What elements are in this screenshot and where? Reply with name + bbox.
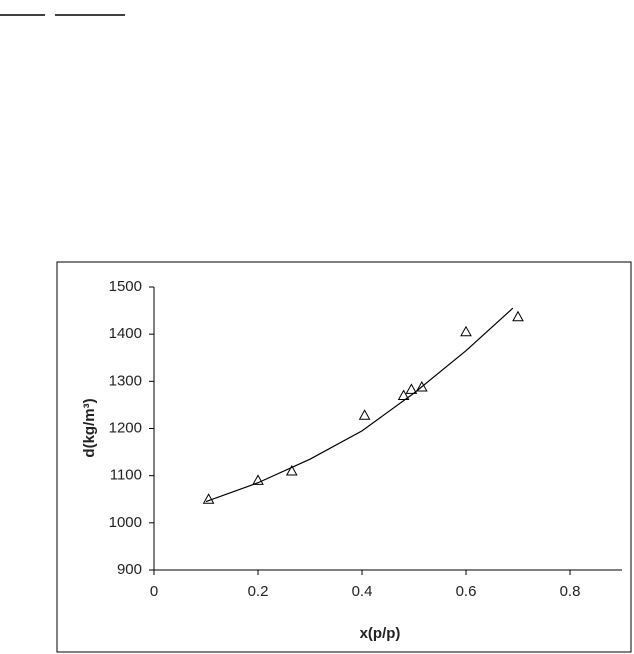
y-tick-label: 1300 (109, 372, 142, 389)
point (415, 380, 428, 392)
x-tick-label: 0.6 (456, 583, 477, 600)
chart-frame (56, 261, 632, 653)
y-tick-label: 900 (117, 561, 142, 578)
point (202, 493, 215, 504)
y-tick-label: 1400 (109, 325, 142, 342)
point (252, 474, 264, 485)
y-tick-label: 1200 (109, 419, 142, 436)
point (405, 383, 418, 394)
y-axis-label: d(kg/m³) (81, 398, 98, 457)
x-tick-label: 0.8 (560, 583, 581, 600)
fit-line (205, 307, 514, 503)
point (460, 325, 472, 337)
point (285, 464, 298, 476)
x-tick-label: 0.4 (352, 583, 373, 600)
y-tick-label: 1100 (110, 467, 142, 484)
x-axis-label: x(p/p) (360, 625, 401, 642)
point (397, 389, 410, 400)
point (512, 310, 524, 322)
point (358, 409, 371, 420)
x-tick-label: 0.2 (248, 583, 269, 600)
x-tick-label: 0 (150, 583, 158, 600)
y-tick-label: 1500 (109, 278, 142, 295)
y-tick-label: 1000 (109, 514, 142, 531)
